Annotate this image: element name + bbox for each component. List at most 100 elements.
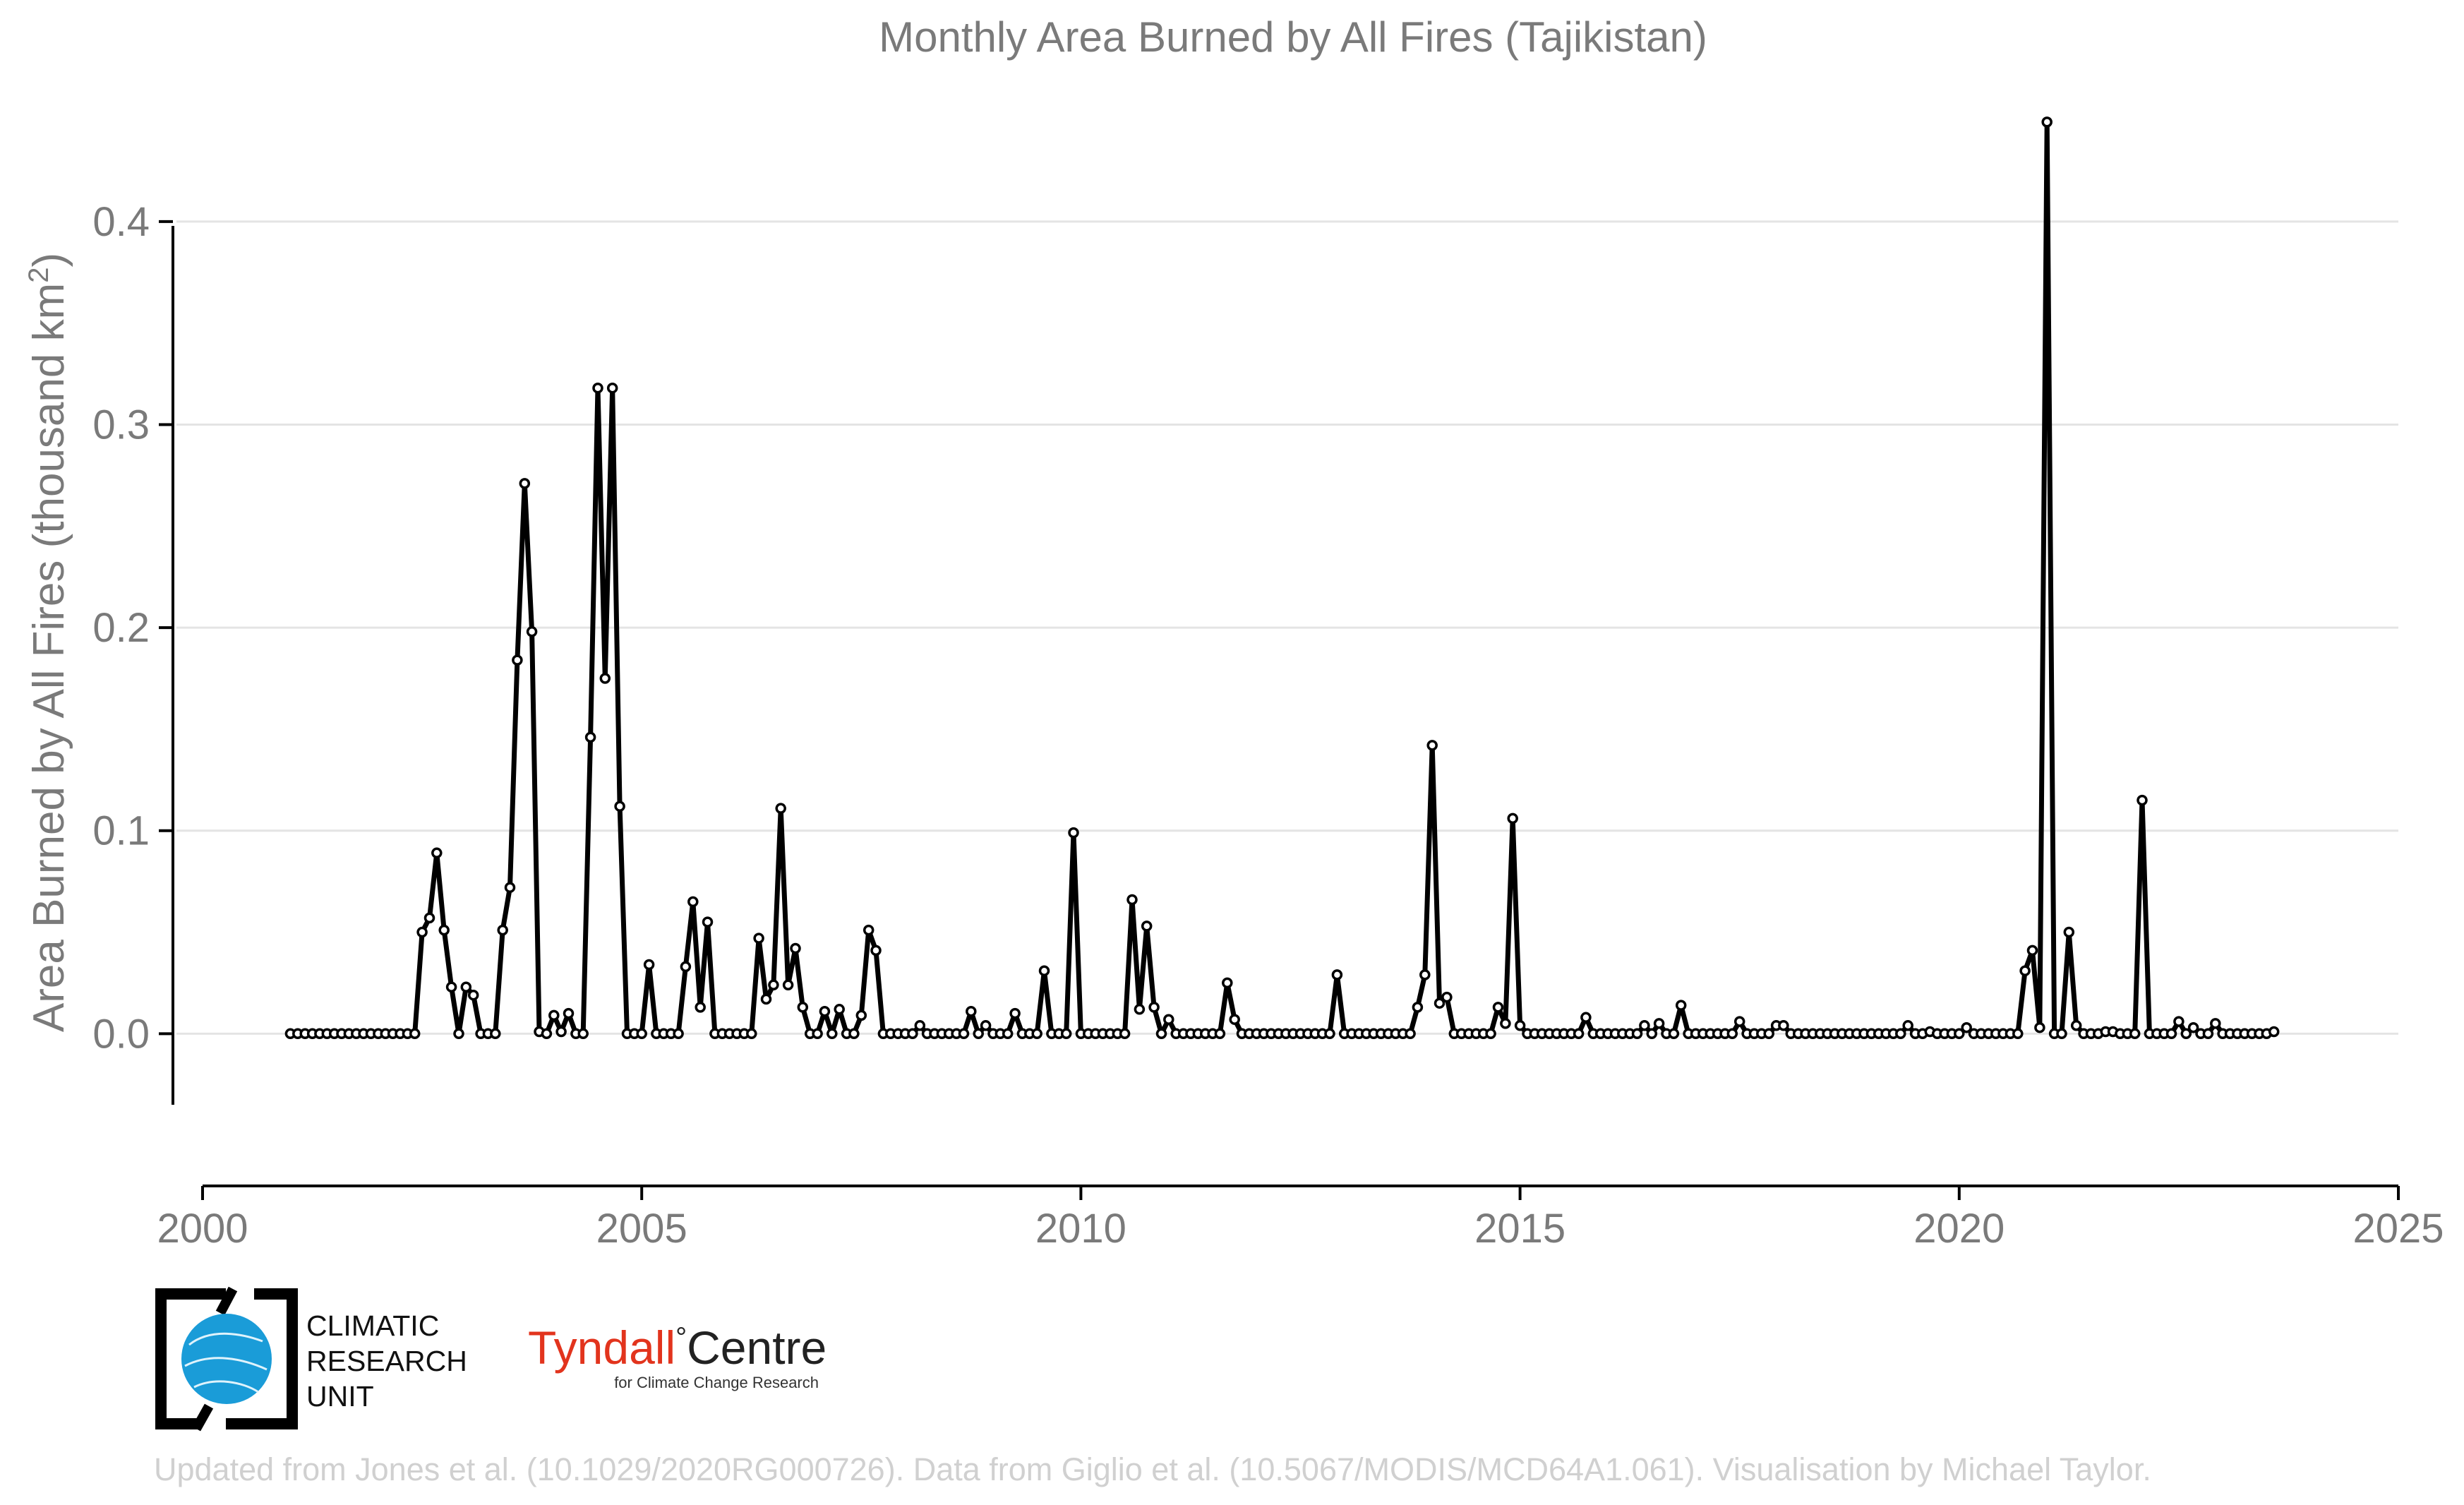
x-tick-label-0: 2000 <box>157 1206 248 1252</box>
data-point-20 <box>431 847 443 859</box>
y-axis-label: Area Burned by All Fires (thousand km2) <box>23 253 73 1032</box>
data-point-197 <box>1726 1028 1738 1040</box>
data-point-143 <box>1331 969 1343 981</box>
cru-bracket-slash-bottom <box>191 1403 214 1432</box>
data-point-68 <box>782 979 794 991</box>
gridlines <box>176 220 2398 1035</box>
data-point-260 <box>2187 1021 2199 1033</box>
data-point-253 <box>2137 794 2148 806</box>
data-point-259 <box>2180 1028 2192 1040</box>
data-point-187 <box>1653 1018 1665 1029</box>
data-point-116 <box>1134 1004 1146 1015</box>
data-point-257 <box>2165 1028 2177 1040</box>
data-point-53 <box>673 1028 684 1040</box>
data-point-167 <box>1507 813 1518 825</box>
y-tick-label-4: 0.4 <box>92 199 150 245</box>
data-point-271 <box>2268 1026 2280 1038</box>
data-point-41 <box>584 731 596 743</box>
data-point-155 <box>1419 969 1431 981</box>
data-point-142 <box>1324 1028 1335 1040</box>
data-point-77 <box>848 1028 860 1040</box>
data-point-48 <box>636 1028 647 1040</box>
data-point-56 <box>695 1002 706 1013</box>
tyndall-wordmark: Tyndall°Centre <box>528 1321 827 1374</box>
data-point-156 <box>1426 740 1438 751</box>
data-point-63 <box>746 1028 757 1040</box>
y-ticks: 0.0 0.1 0.2 0.3 0.4 <box>92 199 173 1057</box>
data-point-184 <box>1631 1028 1643 1040</box>
data-point-45 <box>614 801 625 812</box>
y-axis-label-close: ) <box>25 253 73 268</box>
y-tick-label-2: 0.2 <box>92 605 150 651</box>
data-point-154 <box>1412 1002 1424 1013</box>
data-point-54 <box>680 961 692 973</box>
data-point-165 <box>1492 1002 1504 1013</box>
data-point-186 <box>1646 1028 1658 1040</box>
data-point-66 <box>768 979 779 991</box>
data-point-99 <box>1009 1007 1021 1019</box>
tyndall-centre: Centre <box>687 1321 827 1374</box>
data-point-177 <box>1580 1012 1592 1024</box>
data-point-106 <box>1060 1028 1072 1040</box>
data-point-86 <box>914 1020 926 1031</box>
data-point-21 <box>438 924 450 936</box>
data-point-252 <box>2129 1028 2141 1040</box>
x-tick-label-1: 2005 <box>596 1206 687 1252</box>
data-point-220 <box>1895 1028 1906 1040</box>
data-point-128 <box>1222 977 1233 989</box>
data-point-153 <box>1405 1028 1416 1040</box>
data-point-22 <box>445 981 457 993</box>
cru-bracket-slash-top <box>215 1286 238 1316</box>
data-point-73 <box>819 1005 831 1017</box>
data-point-35 <box>541 1028 553 1040</box>
data-point-92 <box>958 1028 970 1040</box>
data-point-185 <box>1639 1020 1650 1031</box>
data-point-72 <box>812 1028 823 1040</box>
data-point-258 <box>2173 1016 2184 1027</box>
data-point-95 <box>980 1020 992 1031</box>
data-point-119 <box>1155 1028 1167 1040</box>
data-point-40 <box>577 1028 589 1040</box>
data-point-49 <box>643 959 655 971</box>
x-tick-label-5: 2025 <box>2352 1206 2444 1252</box>
data-point-120 <box>1163 1014 1174 1025</box>
data-point-103 <box>1038 965 1050 976</box>
data-point-238 <box>2026 945 2038 957</box>
x-tick-label-2: 2010 <box>1035 1206 1126 1252</box>
y-tick-label-0: 0.0 <box>92 1011 150 1057</box>
data-point-36 <box>548 1009 560 1021</box>
data-point-164 <box>1485 1028 1496 1040</box>
data-point-38 <box>563 1007 575 1019</box>
data-point-65 <box>760 993 772 1005</box>
cru-logo: CLIMATIC RESEARCH UNIT <box>155 1286 467 1432</box>
data-point-107 <box>1068 827 1079 839</box>
data-point-198 <box>1733 1016 1745 1027</box>
data-point-94 <box>973 1028 984 1040</box>
credit-text: Updated from Jones et al. (10.1029/2020R… <box>154 1451 2151 1487</box>
y-tick-label-1: 0.1 <box>92 808 150 854</box>
data-point-158 <box>1441 991 1453 1003</box>
data-point-28 <box>490 1028 501 1040</box>
data-point-29 <box>497 924 508 936</box>
cru-bracket-right <box>226 1288 298 1429</box>
data-point-204 <box>1778 1020 1789 1031</box>
data-point-44 <box>606 382 618 394</box>
data-point-93 <box>966 1005 977 1017</box>
data-point-79 <box>863 924 875 936</box>
data-point-23 <box>453 1028 464 1040</box>
data-point-85 <box>907 1028 918 1040</box>
y-tick-label-3: 0.3 <box>92 402 150 448</box>
data-point-190 <box>1675 1000 1687 1011</box>
data-point-32 <box>519 478 531 489</box>
y-axis-label-text: Area Burned by All Fires (thousand km <box>25 283 73 1032</box>
data-point-237 <box>2019 965 2031 976</box>
data-point-70 <box>797 1002 809 1013</box>
data-point-18 <box>416 926 428 938</box>
data-point-25 <box>467 989 479 1001</box>
data-point-75 <box>834 1004 845 1015</box>
data-point-263 <box>2210 1018 2221 1029</box>
cru-line-3: UNIT <box>306 1380 374 1413</box>
x-ticks: 2000 2005 2010 2015 2020 2025 <box>157 1186 2444 1252</box>
data-point-19 <box>423 912 435 924</box>
